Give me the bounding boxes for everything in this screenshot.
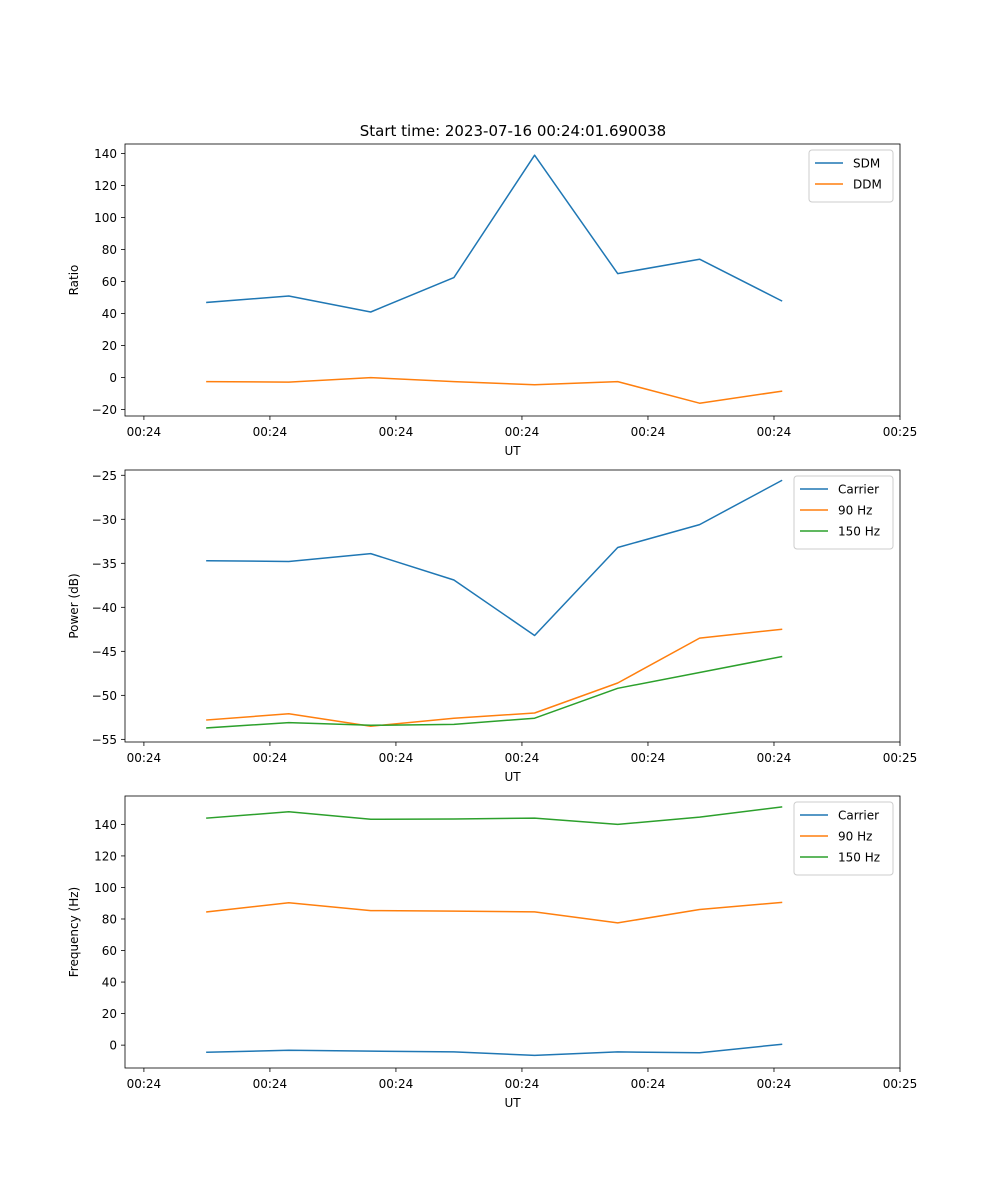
y-tick-label: 60 — [102, 275, 117, 289]
x-tick-label: 00:24 — [379, 1077, 414, 1091]
series-line-150-hz — [206, 806, 783, 826]
plots-container: 00:24 00:24 00:24 00:24 00:24 00:24 00:25 −20 0 2… — [67, 143, 918, 1110]
legend: Carrier 90 Hz 150 Hz — [793, 475, 894, 550]
x-axis-ticks: 00:24 00:24 00:24 00:24 00:24 00:24 00:25 — [127, 742, 918, 765]
y-tick-label: 120 — [94, 849, 117, 863]
y-tick-label: 100 — [94, 211, 117, 225]
y-tick-label: 80 — [102, 243, 117, 257]
series-line-carrier — [206, 479, 783, 637]
y-tick-label: −30 — [92, 513, 117, 527]
x-tick-label: 00:24 — [253, 425, 288, 439]
y-tick-label: −25 — [92, 469, 117, 483]
series-line-90-hz — [206, 901, 783, 924]
y-tick-label: 40 — [102, 307, 117, 321]
x-axis-label: UT — [504, 770, 521, 784]
legend-label: DDM — [853, 178, 882, 192]
x-tick-label: 00:24 — [757, 751, 792, 765]
x-tick-label: 00:24 — [505, 1077, 540, 1091]
y-tick-label: −20 — [92, 403, 117, 417]
x-tick-label: 00:24 — [757, 1077, 792, 1091]
x-axis-label: UT — [504, 1096, 521, 1110]
legend-label: 150 Hz — [838, 851, 880, 865]
x-axis-ticks: 00:24 00:24 00:24 00:24 00:24 00:24 00:25 — [127, 1068, 918, 1091]
y-axis-label: Power (dB) — [67, 573, 81, 638]
legend-label: Carrier — [838, 483, 879, 497]
series-line-ddm — [206, 376, 783, 404]
x-tick-label: 00:24 — [631, 751, 666, 765]
chart-3: 00:24 00:24 00:24 00:24 00:24 00:24 00:25 0 20 40… — [67, 795, 918, 1110]
x-tick-label: 00:24 — [757, 425, 792, 439]
series-line-sdm — [206, 154, 783, 313]
y-tick-label: −45 — [92, 645, 117, 659]
y-tick-label: −35 — [92, 557, 117, 571]
x-tick-label: 00:24 — [127, 751, 162, 765]
y-tick-label: 140 — [94, 818, 117, 832]
legend-label: 90 Hz — [838, 830, 872, 844]
y-axis-label: Frequency (Hz) — [67, 887, 81, 978]
series-line-90-hz — [206, 628, 783, 727]
x-tick-label: 00:24 — [127, 1077, 162, 1091]
x-tick-label: 00:24 — [505, 425, 540, 439]
x-axis-ticks: 00:24 00:24 00:24 00:24 00:24 00:24 00:25 — [127, 416, 918, 439]
x-tick-label: 00:24 — [631, 1077, 666, 1091]
y-tick-label: 120 — [94, 179, 117, 193]
x-tick-label: 00:25 — [883, 1077, 918, 1091]
axes-frame — [124, 795, 901, 1069]
y-tick-label: 140 — [94, 147, 117, 161]
legend-label: 90 Hz — [838, 504, 872, 518]
x-tick-label: 00:24 — [505, 751, 540, 765]
x-tick-label: 00:25 — [883, 751, 918, 765]
y-tick-label: 80 — [102, 912, 117, 926]
series-group — [206, 154, 783, 404]
axes-frame — [124, 143, 901, 417]
legend-box — [808, 149, 894, 203]
chart-1: 00:24 00:24 00:24 00:24 00:24 00:24 00:25 −20 0 2… — [67, 143, 918, 458]
y-axis-ticks: 0 20 40 60 80 100 120 140 — [94, 818, 125, 1053]
x-tick-label: 00:24 — [127, 425, 162, 439]
x-tick-label: 00:24 — [631, 425, 666, 439]
y-tick-label: −40 — [92, 601, 117, 615]
y-tick-label: −50 — [92, 689, 117, 703]
x-tick-label: 00:25 — [883, 425, 918, 439]
legend: Carrier 90 Hz 150 Hz — [793, 801, 894, 876]
x-tick-label: 00:24 — [379, 751, 414, 765]
y-tick-label: 20 — [102, 339, 117, 353]
chart-2: 00:24 00:24 00:24 00:24 00:24 00:24 00:25−55−5… — [67, 469, 917, 784]
legend-label: SDM — [853, 157, 880, 171]
y-tick-label: 40 — [102, 976, 117, 990]
axes-frame — [124, 469, 901, 743]
x-tick-label: 00:24 — [379, 425, 414, 439]
y-axis-ticks: −20 0 20 40 60 80 100 120 140 — [92, 147, 125, 417]
legend-label: Carrier — [838, 809, 879, 823]
y-tick-label: 20 — [102, 1007, 117, 1021]
y-tick-label: 100 — [94, 881, 117, 895]
legend: SDM DDM — [808, 149, 894, 203]
y-axis-label: Ratio — [67, 265, 81, 296]
legend-label: 150 Hz — [838, 525, 880, 539]
x-tick-label: 00:24 — [253, 1077, 288, 1091]
y-tick-label: 60 — [102, 944, 117, 958]
y-axis-ticks: −55 −50 −45 −40 −35 −30 −25 — [92, 469, 125, 747]
series-line-carrier — [206, 1043, 783, 1057]
figure-title: Start time: 2023-07-16 00:24:01.690038 — [360, 122, 666, 140]
x-tick-label: 00:24 — [253, 751, 288, 765]
series-group — [206, 479, 783, 729]
series-line-150-hz — [206, 655, 783, 729]
series-group — [206, 806, 783, 1057]
y-tick-label: 0 — [109, 371, 117, 385]
y-tick-label: −55 — [92, 733, 117, 747]
x-axis-label: UT — [504, 444, 521, 458]
y-tick-label: 0 — [109, 1039, 117, 1053]
